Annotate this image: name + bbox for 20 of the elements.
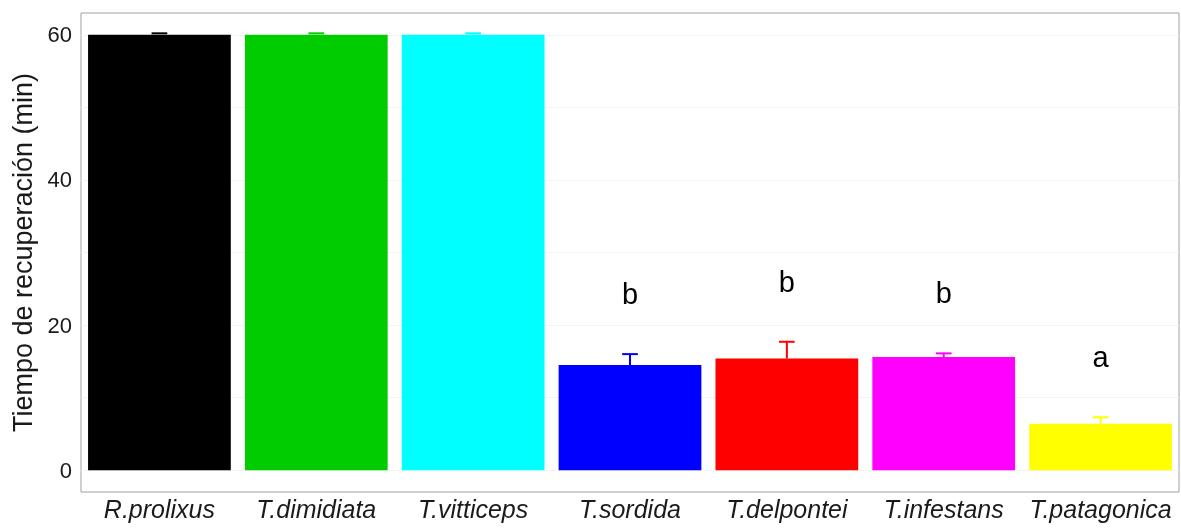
x-tick-label: T.infestans	[883, 494, 1004, 523]
y-tick-label: 40	[47, 167, 72, 193]
x-tick-label: T.sordida	[579, 494, 682, 523]
y-tick-label: 0	[59, 457, 72, 483]
annotation: b	[935, 277, 952, 310]
bar	[88, 34, 231, 471]
x-tick-label: R.prolixus	[103, 494, 216, 523]
annotation: b	[778, 265, 795, 298]
x-tick-label: T.vitticeps	[418, 494, 529, 523]
annotation: b	[621, 278, 639, 311]
bar	[872, 357, 1016, 471]
y-tick-label: 20	[47, 312, 72, 338]
bar	[244, 34, 388, 471]
bar	[401, 34, 545, 471]
y-tick-label: 60	[47, 22, 72, 48]
x-tick-label: T.patagonica	[1029, 494, 1172, 523]
y-axis-title: Tiempo de recuperación (min)	[8, 72, 39, 433]
x-tick-label: T.delpontei	[726, 494, 849, 523]
x-tick-label: T.dimidiata	[256, 494, 377, 523]
annotation: a	[1092, 341, 1110, 374]
